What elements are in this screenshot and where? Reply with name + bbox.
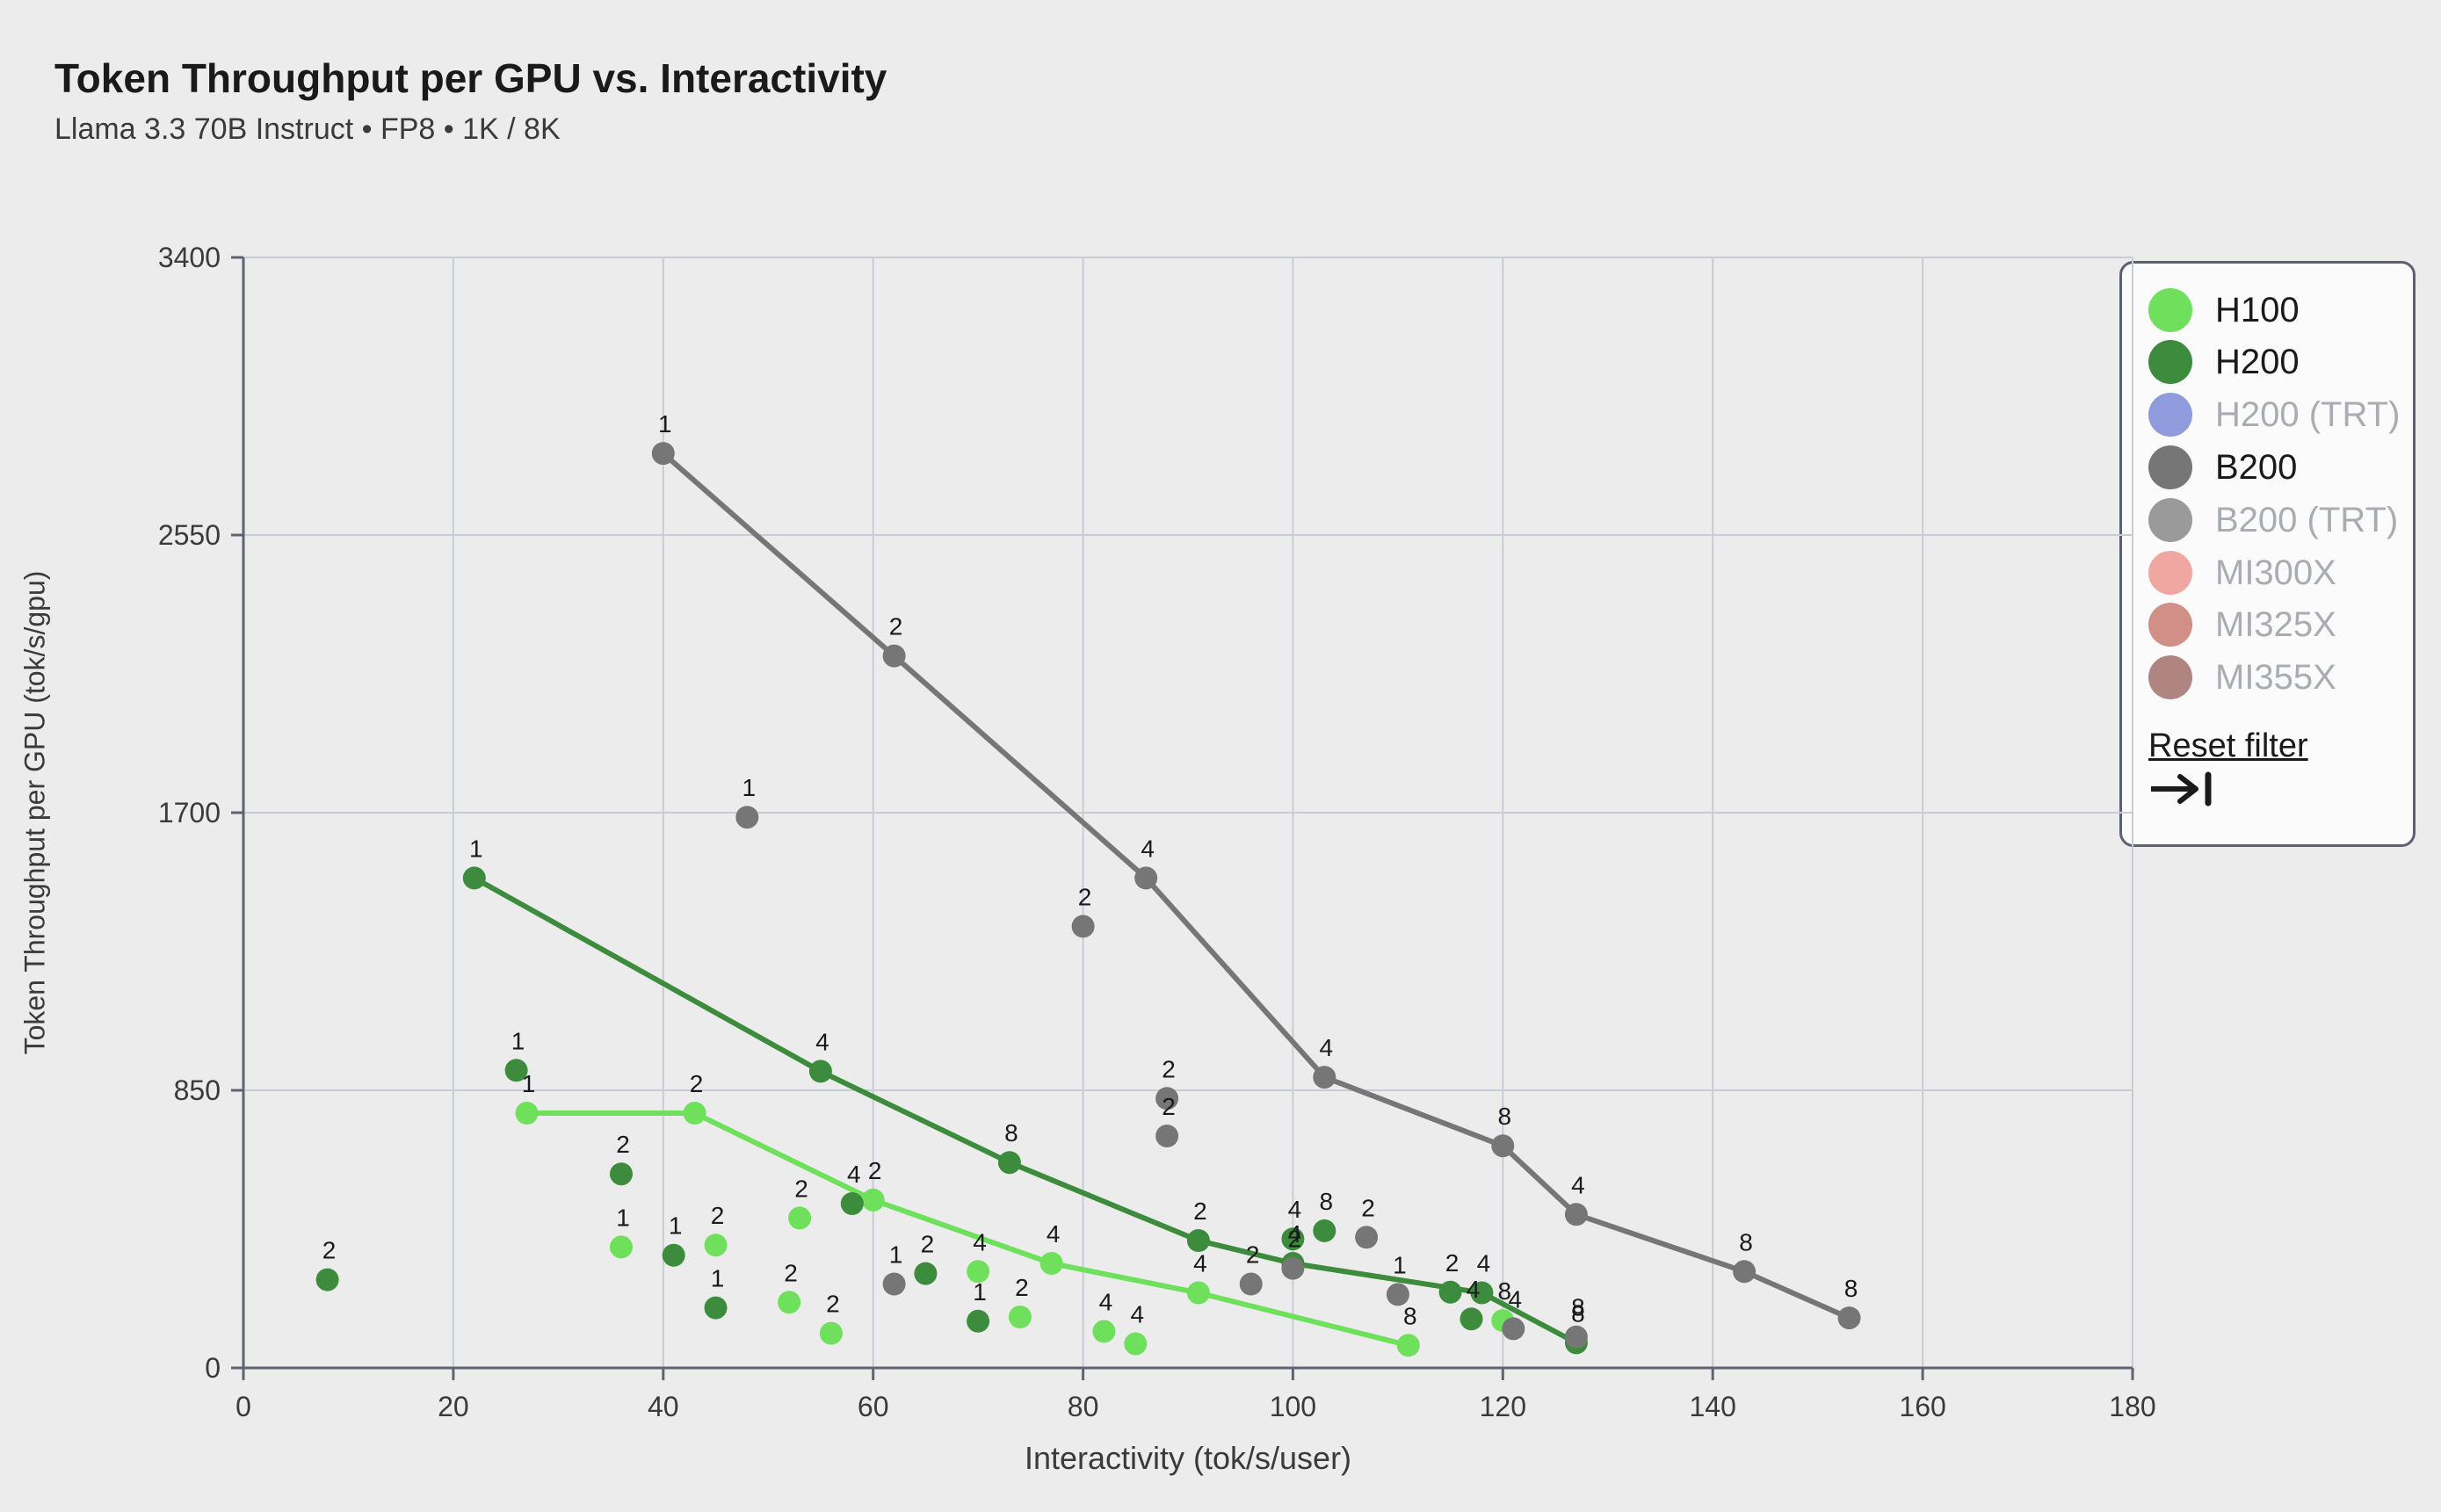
svg-text:2: 2 <box>616 1131 630 1158</box>
svg-text:4: 4 <box>1131 1301 1145 1328</box>
svg-text:180: 180 <box>2109 1391 2155 1422</box>
svg-text:8: 8 <box>1844 1275 1858 1302</box>
svg-text:1: 1 <box>616 1204 630 1231</box>
svg-text:4: 4 <box>1288 1196 1302 1223</box>
svg-text:80: 80 <box>1068 1391 1099 1422</box>
svg-text:4: 4 <box>973 1228 987 1255</box>
svg-text:4: 4 <box>815 1028 829 1055</box>
svg-text:2: 2 <box>784 1259 798 1286</box>
svg-text:100: 100 <box>1270 1391 1316 1422</box>
svg-text:2: 2 <box>868 1157 882 1184</box>
svg-text:4: 4 <box>1047 1220 1061 1248</box>
svg-text:2: 2 <box>1015 1274 1029 1301</box>
svg-text:2: 2 <box>322 1237 337 1264</box>
svg-text:1: 1 <box>469 835 483 862</box>
svg-text:2: 2 <box>1193 1197 1207 1225</box>
svg-text:8: 8 <box>1004 1119 1018 1147</box>
svg-text:4: 4 <box>1141 835 1155 862</box>
svg-text:2: 2 <box>826 1291 840 1318</box>
svg-text:2: 2 <box>921 1231 935 1258</box>
svg-text:4: 4 <box>1467 1276 1481 1303</box>
svg-text:20: 20 <box>438 1391 469 1422</box>
svg-text:4: 4 <box>1099 1288 1113 1315</box>
svg-text:850: 850 <box>174 1074 221 1106</box>
svg-text:1: 1 <box>522 1070 536 1097</box>
svg-text:4: 4 <box>1571 1171 1585 1198</box>
svg-text:8: 8 <box>1320 1188 1334 1215</box>
svg-text:8: 8 <box>1571 1294 1585 1321</box>
svg-text:60: 60 <box>858 1391 889 1422</box>
svg-text:1: 1 <box>1393 1251 1407 1278</box>
svg-text:1: 1 <box>511 1027 525 1054</box>
svg-text:2: 2 <box>1162 1055 1176 1082</box>
svg-text:2: 2 <box>1361 1194 1375 1221</box>
svg-text:8: 8 <box>1403 1302 1417 1329</box>
svg-text:1: 1 <box>889 1241 903 1269</box>
svg-text:2: 2 <box>690 1070 704 1097</box>
svg-text:2: 2 <box>889 613 903 640</box>
svg-text:1: 1 <box>669 1212 683 1240</box>
svg-text:4: 4 <box>1320 1034 1334 1061</box>
svg-text:2: 2 <box>1246 1241 1260 1269</box>
svg-text:4: 4 <box>1193 1250 1207 1277</box>
svg-text:1: 1 <box>742 774 757 801</box>
svg-text:2: 2 <box>1162 1093 1176 1120</box>
svg-text:2: 2 <box>1078 883 1092 910</box>
svg-text:1: 1 <box>973 1278 987 1306</box>
svg-text:4: 4 <box>847 1161 861 1188</box>
svg-text:140: 140 <box>1690 1391 1736 1422</box>
svg-text:2550: 2550 <box>158 519 221 551</box>
svg-text:160: 160 <box>1899 1391 1945 1422</box>
svg-text:2: 2 <box>1288 1226 1302 1253</box>
svg-text:2: 2 <box>1445 1249 1460 1277</box>
svg-text:1: 1 <box>658 410 672 438</box>
svg-text:2: 2 <box>794 1175 808 1202</box>
svg-text:2: 2 <box>711 1202 725 1229</box>
svg-text:0: 0 <box>235 1391 251 1422</box>
svg-text:1: 1 <box>711 1265 725 1292</box>
svg-text:8: 8 <box>1739 1228 1753 1255</box>
svg-text:120: 120 <box>1480 1391 1526 1422</box>
svg-text:0: 0 <box>205 1352 221 1384</box>
svg-text:40: 40 <box>648 1391 679 1422</box>
svg-text:4: 4 <box>1477 1250 1491 1277</box>
svg-text:1700: 1700 <box>158 797 221 828</box>
svg-text:4: 4 <box>1509 1285 1523 1313</box>
svg-text:3400: 3400 <box>158 242 221 273</box>
svg-text:8: 8 <box>1498 1103 1512 1130</box>
